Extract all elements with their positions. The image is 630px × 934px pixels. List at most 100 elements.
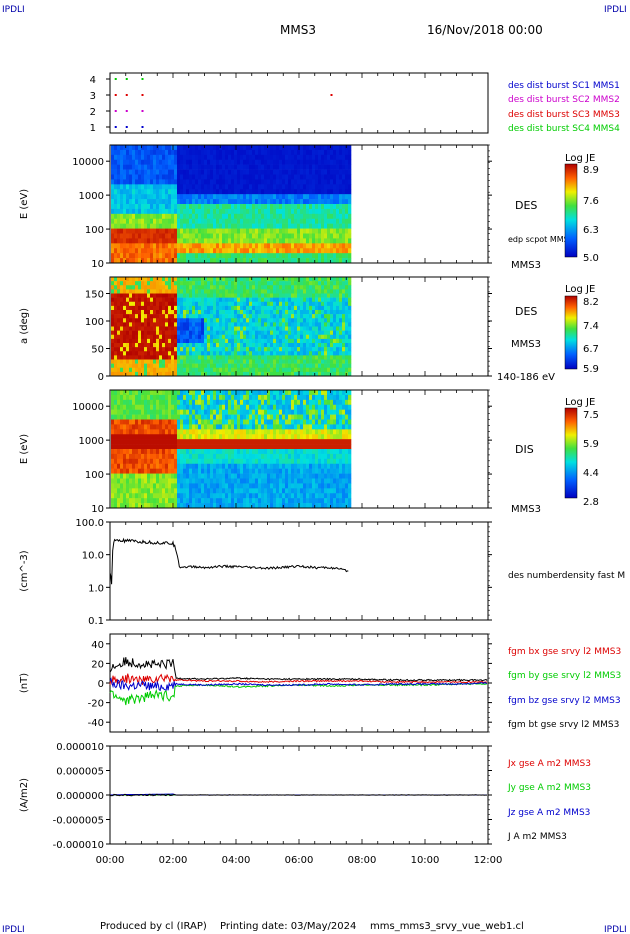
spectrogram-cell — [126, 390, 130, 396]
spectrogram-cell — [228, 367, 232, 373]
spectrogram-cell — [318, 243, 322, 249]
spectrogram-cell — [114, 359, 118, 364]
spectrogram-cell — [291, 326, 295, 331]
spectrogram-cell — [225, 289, 229, 294]
spectrogram-cell — [324, 293, 328, 298]
spectrogram-cell — [207, 498, 211, 504]
spectrogram-cell — [246, 228, 250, 234]
spectrogram-cell — [207, 208, 211, 215]
spectrogram-cell — [132, 355, 136, 360]
spectrogram-cell — [207, 478, 211, 484]
spectrogram-cell — [258, 363, 262, 369]
spectrogram-cell — [276, 238, 280, 244]
spectrogram-cell — [222, 424, 226, 430]
spectrogram-cell — [153, 179, 157, 185]
spectrogram-cell — [120, 463, 124, 469]
spectrogram-cell — [111, 243, 115, 249]
spectrogram-cell — [297, 174, 301, 180]
spectrogram-cell — [261, 154, 265, 161]
spectrogram-cell — [342, 164, 346, 170]
spectrogram-cell — [291, 338, 295, 344]
spectrogram-cell — [312, 184, 316, 190]
spectrogram-cell — [279, 351, 283, 356]
spectrogram-cell — [138, 463, 142, 469]
spectrogram-cell — [276, 218, 280, 224]
spectrogram-cell — [222, 149, 226, 156]
spectrogram-cell — [315, 351, 319, 356]
spectrogram-cell — [204, 355, 208, 360]
spectrogram-cell — [255, 258, 259, 264]
spectrogram-cell — [279, 305, 283, 311]
spectrogram-cell — [126, 258, 130, 264]
spectrogram-cell — [216, 463, 220, 469]
spectrogram-cell — [189, 371, 193, 377]
spectrogram-cell — [237, 390, 241, 396]
spectrogram-cell — [300, 228, 304, 234]
spectrogram-cell — [117, 338, 121, 344]
spectrogram-cell — [219, 404, 223, 410]
spectrogram-cell — [144, 194, 148, 200]
spectrogram-cell — [210, 164, 214, 170]
spectrogram-cell — [231, 330, 235, 336]
spectrogram-cell — [126, 453, 130, 460]
spectrogram-cell — [267, 355, 271, 360]
spectrogram-cell — [120, 419, 124, 425]
spectrogram-cell — [186, 238, 190, 244]
spectrogram-cell — [201, 164, 205, 170]
spectrogram-cell — [261, 159, 265, 165]
spectrogram-cell — [120, 281, 124, 286]
spectrogram-cell — [207, 218, 211, 224]
spectrogram-cell — [285, 204, 289, 210]
spectrogram-cell — [288, 314, 292, 319]
spectrogram-cell — [180, 189, 184, 195]
spectrogram-cell — [243, 351, 247, 356]
spectrogram-cell — [132, 419, 136, 425]
spectrogram-cell — [249, 297, 253, 303]
spectrogram-cell — [345, 248, 349, 254]
spectrogram-cell — [213, 488, 217, 494]
spectrogram-cell — [306, 359, 310, 364]
spectrogram-cell — [228, 218, 232, 224]
spectrogram-cell — [135, 293, 139, 298]
spectrogram-cell — [135, 390, 139, 396]
spectrogram-cell — [141, 208, 145, 215]
spectrogram-cell — [336, 297, 340, 303]
spectrogram-cell — [303, 149, 307, 156]
spectrogram-cell — [156, 444, 160, 450]
spectrogram-cell — [291, 194, 295, 200]
spectrogram-cell — [129, 305, 133, 311]
spectrogram-cell — [327, 208, 331, 215]
spectrogram-cell — [141, 310, 145, 315]
spectrogram-cell — [129, 453, 133, 460]
spectrogram-cell — [291, 149, 295, 156]
spectrogram-cell — [219, 463, 223, 469]
spectrogram-cell — [189, 223, 193, 229]
spectrogram-cell — [333, 293, 337, 298]
spectrogram-cell — [333, 184, 337, 190]
spectrogram-cell — [171, 169, 175, 175]
spectrogram-cell — [264, 334, 268, 340]
spectrogram-cell — [216, 503, 220, 509]
spectrogram-cell — [114, 444, 118, 450]
spectrogram-cell — [111, 419, 115, 425]
spectrogram-cell — [177, 289, 181, 294]
spectrogram-cell — [261, 145, 265, 151]
spectrogram-cell — [261, 164, 265, 170]
spectrogram-cell — [339, 301, 343, 307]
spectrogram-cell — [198, 253, 202, 259]
spectrogram-cell — [207, 394, 211, 401]
spectrogram-cell — [261, 277, 265, 282]
spectrogram-cell — [189, 194, 193, 200]
spectrogram-cell — [141, 439, 145, 445]
spectrogram-cell — [189, 343, 193, 348]
spectrogram-cell — [339, 314, 343, 319]
spectrogram-cell — [141, 318, 145, 323]
spectrogram-cell — [156, 414, 160, 420]
spectrogram-cell — [192, 199, 196, 205]
spectrogram-cell — [174, 293, 178, 298]
spectrogram-cell — [144, 149, 148, 156]
spectrogram-cell — [171, 429, 175, 435]
spectrogram-cell — [180, 371, 184, 377]
spectrogram-cell — [156, 305, 160, 311]
spectrogram-cell — [120, 414, 124, 420]
